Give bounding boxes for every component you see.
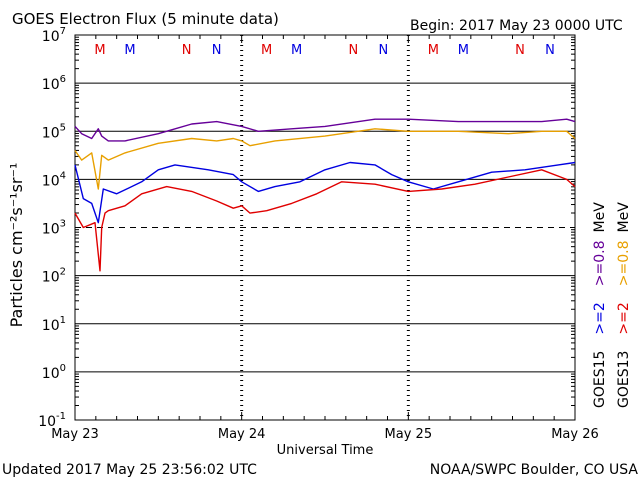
- y-axis-label-text: Particles cm⁻²s⁻¹sr⁻¹: [7, 163, 26, 328]
- y-tick-label: 101: [42, 315, 66, 334]
- y-tick-labels: 10-1 100 101 102 103 104 105 106 107: [38, 26, 66, 430]
- x-tick-label: May 25: [385, 427, 433, 442]
- y-axis-label-group: Particles cm⁻²s⁻¹sr⁻¹: [7, 163, 26, 328]
- mn-marker: M: [124, 43, 135, 58]
- updated-time: Updated 2017 May 25 23:56:02 UTC: [2, 462, 257, 478]
- x-tick-label: May 23: [51, 427, 99, 442]
- series-line-1: [74, 128, 576, 190]
- legend-entry-text: GOES15>=2>=0.8MeV: [592, 202, 608, 408]
- legend: GOES15>=2>=0.8MeV GOES13>=2>=0.8MeV: [592, 202, 632, 408]
- series-lines: [74, 118, 576, 272]
- mn-marker: M: [94, 43, 105, 58]
- mn-marker: M: [458, 43, 469, 58]
- y-tick-label: 10-1: [38, 411, 66, 430]
- mn-marker: N: [182, 43, 192, 58]
- chart-title: GOES Electron Flux (5 minute data): [12, 10, 279, 28]
- legend-column: GOES13>=2>=0.8MeV: [616, 202, 632, 408]
- series-line-3: [74, 169, 576, 272]
- y-tick-label: 107: [42, 26, 66, 45]
- y-tick-label: 106: [42, 74, 66, 93]
- mn-marker: M: [428, 43, 439, 58]
- x-axis-label: Universal Time: [277, 443, 374, 458]
- legend-entry-text: GOES13>=2>=0.8MeV: [616, 202, 632, 408]
- mn-marker: N: [545, 43, 555, 58]
- series-line-2: [74, 161, 576, 224]
- legend-column: GOES15>=2>=0.8MeV: [592, 202, 608, 408]
- y-tick-label: 100: [42, 363, 66, 382]
- x-tick-label: May 26: [551, 427, 599, 442]
- mn-marker: N: [348, 43, 358, 58]
- x-tick-labels: May 23 May 24 May 25 May 26: [51, 427, 599, 442]
- mn-marker: N: [378, 43, 388, 58]
- y-tick-label: 105: [42, 122, 66, 141]
- y-axis-label: Particles cm⁻²s⁻¹sr⁻¹: [7, 163, 26, 328]
- mn-marker: N: [515, 43, 525, 58]
- grid-lines: [74, 35, 576, 420]
- y-tick-label: 103: [42, 219, 66, 238]
- begin-time: Begin: 2017 May 23 0000 UTC: [410, 18, 623, 34]
- plot-area: [74, 34, 576, 421]
- series-line-0: [74, 118, 576, 142]
- credit-text: NOAA/SWPC Boulder, CO USA: [430, 462, 639, 478]
- mn-marker: M: [291, 43, 302, 58]
- y-tick-label: 102: [42, 267, 66, 286]
- mn-marker: M: [261, 43, 272, 58]
- mn-marker: N: [212, 43, 222, 58]
- x-tick-label: May 24: [218, 427, 266, 442]
- y-tick-label: 104: [42, 170, 66, 189]
